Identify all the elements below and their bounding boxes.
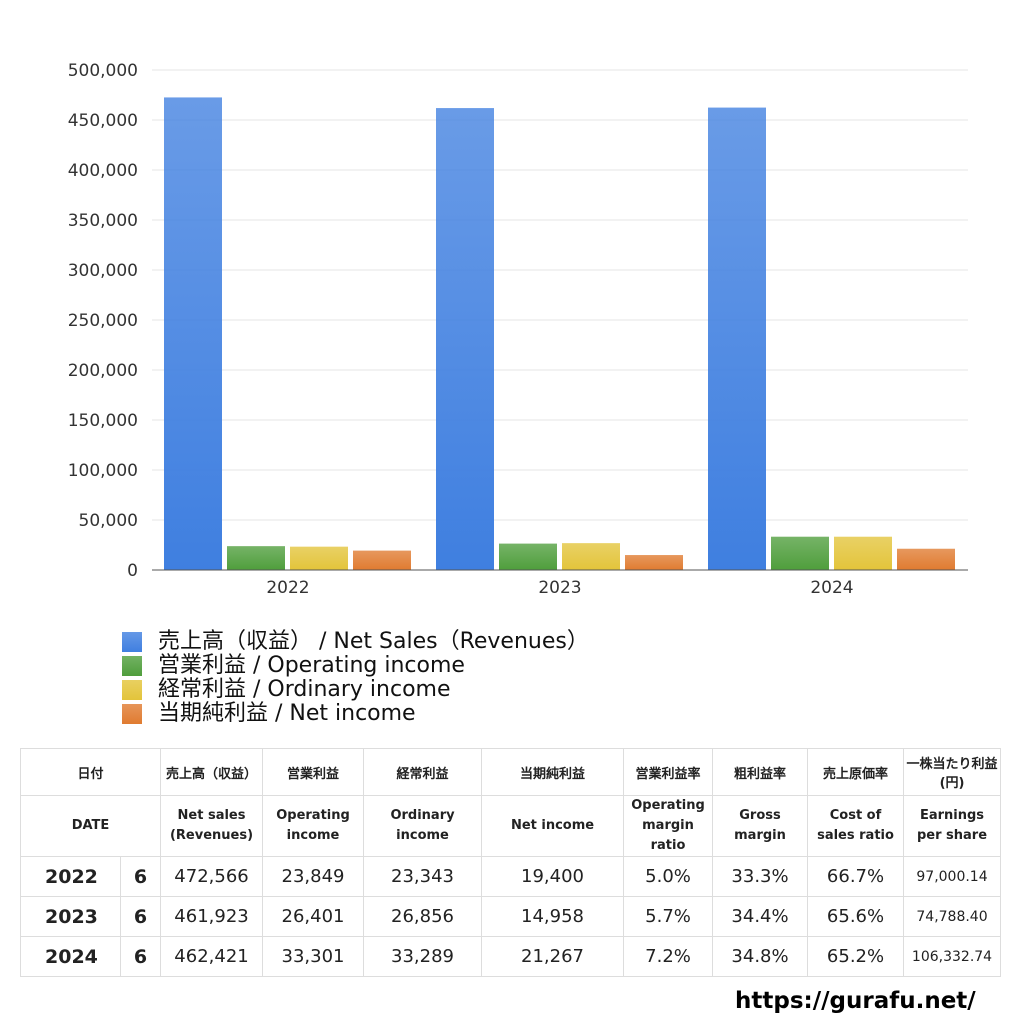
bar	[897, 548, 955, 570]
table-header-cell: 粗利益率	[712, 748, 809, 796]
bar	[771, 536, 829, 570]
table-header-cell: 一株当たり利益 (円)	[903, 748, 1002, 796]
y-tick-label: 250,000	[68, 311, 138, 331]
table-cell-year: 2022	[20, 856, 121, 897]
bar	[164, 97, 222, 571]
table-header-cell: 営業利益	[262, 748, 365, 796]
legend-item: 営業利益 / Operating income	[122, 654, 589, 678]
table-header-row-en: DATE Net sales (Revenues) Operating income Or…	[19, 795, 1002, 857]
y-tick-label: 300,000	[68, 261, 138, 281]
table-header-cell: Earnings per share	[903, 795, 1002, 857]
legend-swatch	[122, 656, 142, 676]
bar	[625, 555, 683, 570]
legend-item: 売上高（収益） / Net Sales（Revenues）	[122, 630, 589, 654]
table-header-cell: Gross margin	[712, 795, 809, 857]
table-cell: 26,856	[363, 896, 483, 937]
financial-data-table: 日付 売上高（収益） 営業利益 経常利益 当期純利益 営業利益率 粗利益率 売上原価率 一株当た…	[19, 748, 1002, 977]
table-cell: 65.6%	[807, 896, 905, 937]
table-cell-eps: 74,788.40	[903, 896, 1002, 937]
legend-swatch	[122, 632, 142, 652]
y-tick-label: 450,000	[68, 111, 138, 131]
table-cell: 21,267	[481, 936, 625, 977]
bar	[499, 543, 557, 570]
table-cell: 34.4%	[712, 896, 809, 937]
table-cell-month: 6	[119, 856, 162, 897]
table-cell: 461,923	[160, 896, 264, 937]
legend-item: 当期純利益 / Net income	[122, 702, 589, 726]
table-cell-year: 2023	[20, 896, 121, 937]
y-tick-label: 100,000	[68, 461, 138, 481]
table-cell: 7.2%	[623, 936, 714, 977]
y-tick-label: 400,000	[68, 161, 138, 181]
y-tick-label: 50,000	[79, 511, 138, 531]
table-cell: 472,566	[160, 856, 264, 897]
table-header-cell: DATE	[19, 795, 162, 857]
y-tick-label: 500,000	[68, 61, 138, 81]
table-header-cell: 経常利益	[363, 748, 483, 796]
table-row: 2024 6 462,421 33,301 33,289 21,267 7.2% 34.8% 6…	[20, 936, 1002, 977]
legend-label: 経常利益 / Ordinary income	[158, 677, 451, 702]
table-header-cell: Operating margin ratio	[623, 795, 714, 857]
legend-label: 当期純利益 / Net income	[158, 701, 416, 726]
table-cell-month: 6	[119, 936, 162, 977]
table-cell: 23,849	[262, 856, 365, 897]
table-header-cell: Ordinary income	[363, 795, 483, 857]
bar	[353, 550, 411, 570]
table-cell: 19,400	[481, 856, 625, 897]
legend-label: 売上高（収益） / Net Sales（Revenues）	[158, 629, 589, 654]
bar	[436, 108, 494, 571]
chart-legend: 売上高（収益） / Net Sales（Revenues） 営業利益 / Oper…	[122, 630, 589, 726]
table-header-cell: 当期純利益	[481, 748, 625, 796]
x-tick-label: 2024	[810, 578, 853, 598]
table-cell: 23,343	[363, 856, 483, 897]
legend-swatch	[122, 680, 142, 700]
x-tick-label: 2023	[538, 578, 581, 598]
table-cell-month: 6	[119, 896, 162, 937]
table-header-row-jp: 日付 売上高（収益） 営業利益 経常利益 当期純利益 営業利益率 粗利益率 売上原価率 一株当た…	[19, 748, 1002, 796]
table-cell: 5.0%	[623, 856, 714, 897]
table-cell: 33,289	[363, 936, 483, 977]
legend-item: 経常利益 / Ordinary income	[122, 678, 589, 702]
table-cell-eps: 97,000.14	[903, 856, 1002, 897]
table-cell: 14,958	[481, 896, 625, 937]
table-header-cell: Net sales (Revenues)	[160, 795, 264, 857]
table-header-cell: 売上原価率	[807, 748, 905, 796]
table-cell: 65.2%	[807, 936, 905, 977]
table-row: 2023 6 461,923 26,401 26,856 14,958 5.7% 34.4% 6…	[20, 896, 1002, 937]
table-cell: 33,301	[262, 936, 365, 977]
table-cell: 34.8%	[712, 936, 809, 977]
table-header-cell: 売上高（収益）	[160, 748, 264, 796]
table-cell: 66.7%	[807, 856, 905, 897]
table-cell: 5.7%	[623, 896, 714, 937]
bar	[227, 546, 285, 570]
bar	[708, 107, 766, 570]
y-tick-label: 200,000	[68, 361, 138, 381]
table-header-cell: 営業利益率	[623, 748, 714, 796]
y-tick-label: 0	[127, 561, 138, 581]
table-header-cell: Operating income	[262, 795, 365, 857]
table-cell: 33.3%	[712, 856, 809, 897]
bar	[834, 536, 892, 570]
table-header-cell: Net income	[481, 795, 625, 857]
table-cell-year: 2024	[20, 936, 121, 977]
table-header-cell: Cost of sales ratio	[807, 795, 905, 857]
legend-label: 営業利益 / Operating income	[158, 653, 465, 678]
bar-chart: 0 50,000 100,000 150,000 200,000 250,000 300,0…	[68, 61, 968, 598]
table-header-cell: 日付	[19, 748, 162, 796]
table-row: 2022 6 472,566 23,849 23,343 19,400 5.0% 33.3% 6…	[20, 856, 1002, 897]
x-tick-label: 2022	[266, 578, 309, 598]
y-tick-label: 150,000	[68, 411, 138, 431]
legend-swatch	[122, 704, 142, 724]
table-cell-eps: 106,332.74	[903, 936, 1002, 977]
bar	[562, 543, 620, 570]
bar	[290, 546, 348, 570]
source-url[interactable]: https://gurafu.net/	[735, 988, 976, 1014]
table-cell: 462,421	[160, 936, 264, 977]
table-cell: 26,401	[262, 896, 365, 937]
y-tick-label: 350,000	[68, 211, 138, 231]
